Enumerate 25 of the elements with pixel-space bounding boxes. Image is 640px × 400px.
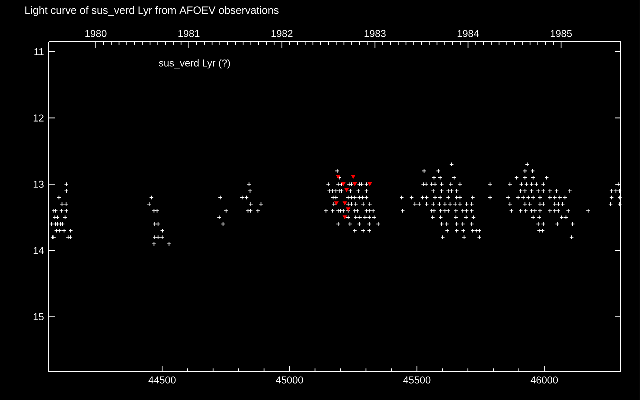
- x2-tick-label: 1981: [178, 30, 200, 38]
- point: [352, 182, 358, 186]
- point: [368, 182, 372, 186]
- point: [343, 216, 348, 220]
- x2-tick-label: 1982: [272, 30, 293, 38]
- chart-title: Light curve of sus_verd Lyr from AFOEV observations: [26, 6, 279, 16]
- x2-tick-label: 1984: [458, 30, 480, 38]
- x-tick-label: 46000: [530, 376, 558, 384]
- x2-tick-label: 1980: [86, 30, 107, 38]
- y-tick-label: 15: [34, 314, 44, 320]
- point: [334, 202, 339, 206]
- x-tick-label: 45500: [403, 376, 431, 384]
- y-tick-label: 14: [34, 247, 44, 254]
- point: [351, 175, 356, 179]
- x-tick-label: 44500: [148, 376, 176, 384]
- point: [344, 188, 349, 192]
- x2-tick-label: 1985: [550, 30, 572, 38]
- y-tick-label: 11: [34, 48, 44, 56]
- x-tick-label: 45000: [276, 376, 304, 384]
- y-tick-label: 12: [34, 114, 44, 122]
- annotation: sus_verd Lyr (?): [159, 59, 230, 69]
- point: [343, 202, 348, 206]
- y-tick-label: 13: [34, 180, 44, 188]
- x2-tick-label: 1983: [364, 30, 386, 38]
- point: [342, 182, 346, 186]
